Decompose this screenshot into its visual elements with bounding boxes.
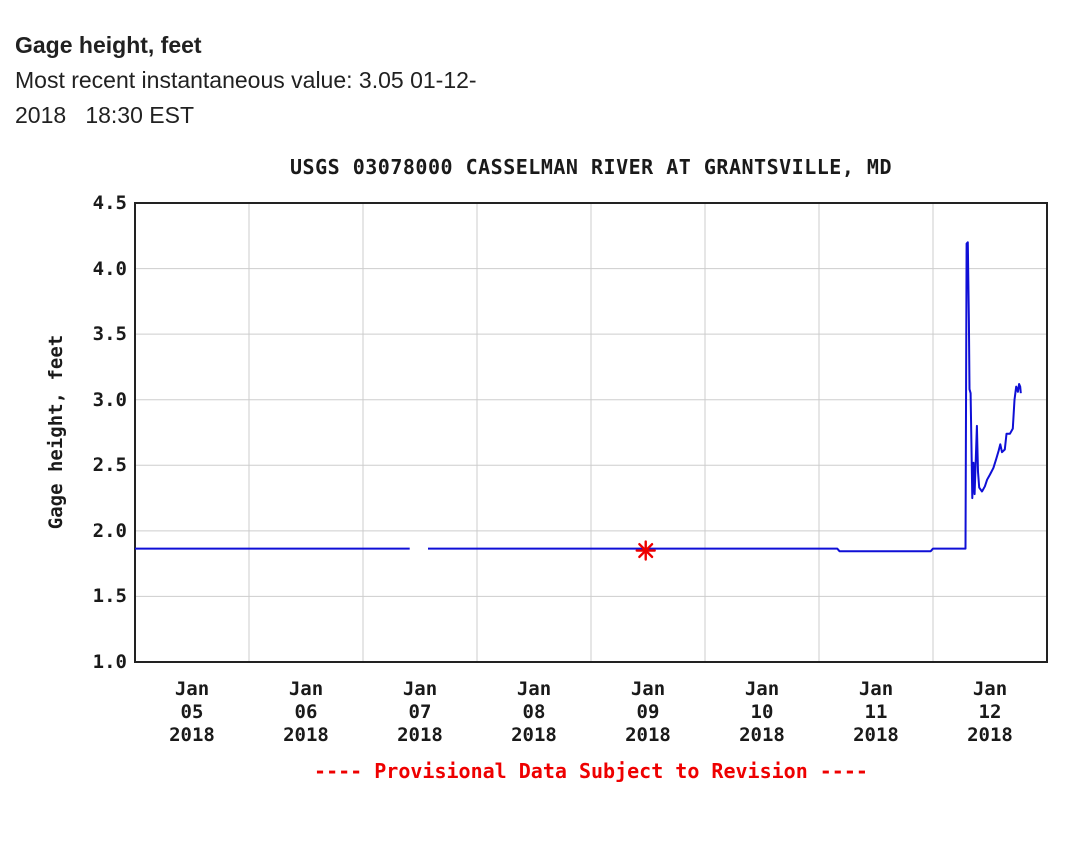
y-tick-label: 3.0 <box>92 388 127 411</box>
x-tick-label: Jan 12 2018 <box>967 678 1013 746</box>
y-tick-label: 2.0 <box>92 519 127 542</box>
y-tick-label: 2.5 <box>92 454 127 477</box>
y-tick-label: 1.0 <box>92 651 127 673</box>
chart-legend: Gage height Measured gage height <box>0 805 1068 845</box>
parameter-title: Gage height, feet <box>15 32 202 58</box>
recent-value-line-1: Most recent instantaneous value: 3.05 01… <box>15 67 477 93</box>
x-tick-label: Jan 09 2018 <box>625 678 671 746</box>
y-tick-label: 1.5 <box>92 585 127 608</box>
recent-value-line-2: 2018 18:30 EST <box>15 102 195 128</box>
x-tick-label: Jan 05 2018 <box>169 678 215 746</box>
chart-title: USGS 03078000 CASSELMAN RIVER AT GRANTSV… <box>290 155 892 179</box>
x-tick-label: Jan 10 2018 <box>739 678 785 746</box>
x-tick-label: Jan 06 2018 <box>283 678 329 746</box>
x-tick-label: Jan 08 2018 <box>511 678 557 746</box>
y-tick-label: 4.0 <box>92 257 127 280</box>
x-tick-label: Jan 07 2018 <box>397 678 443 746</box>
y-tick-label: 3.5 <box>92 323 127 346</box>
measured-gage-height-marker <box>635 540 656 561</box>
chart-header: Gage height, feet Most recent instantane… <box>15 28 477 133</box>
x-tick-label: Jan 11 2018 <box>853 678 899 746</box>
gage-height-line <box>428 241 1022 553</box>
provisional-note: ---- Provisional Data Subject to Revisio… <box>314 759 868 783</box>
plot-border <box>134 202 1048 663</box>
y-tick-label: 4.5 <box>92 192 127 214</box>
